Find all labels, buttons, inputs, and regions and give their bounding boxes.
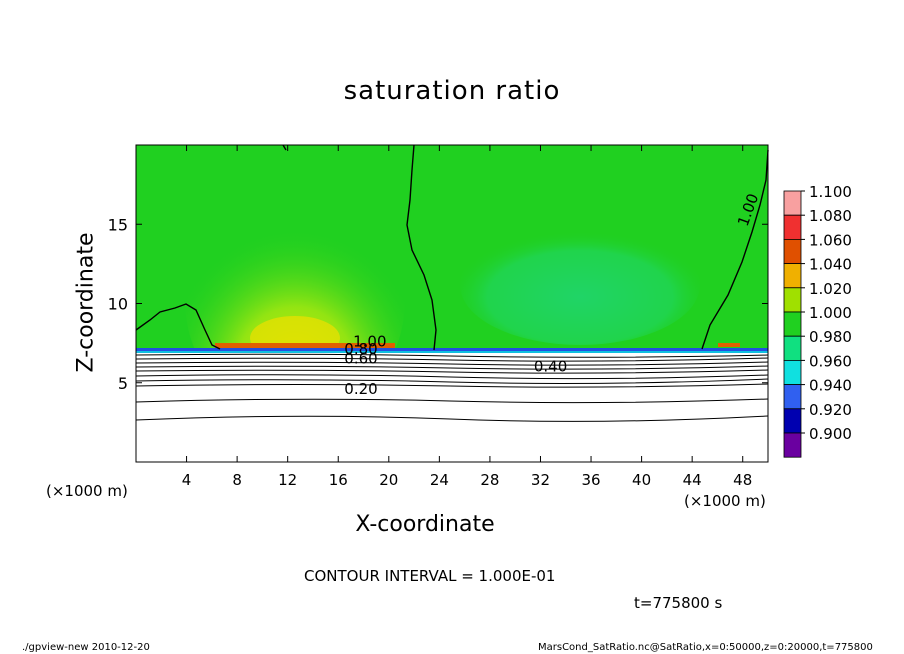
colorbar-swatch	[783, 190, 802, 216]
colorbar-label: 1.000	[809, 304, 852, 322]
cool-anomaly	[460, 225, 700, 345]
subsaturated-layer	[136, 350, 768, 462]
colorbar-swatch	[783, 287, 802, 313]
colorbar-swatch	[783, 335, 802, 361]
x-axis-label: X-coordinate	[355, 512, 495, 537]
supersat-band-2	[718, 343, 740, 347]
colorbar-swatch	[783, 238, 802, 264]
colorbar-label: 1.040	[809, 256, 852, 274]
chart-title: saturation ratio	[343, 76, 561, 106]
colorbar: 1.100 1.080 1.060 1.040 1.020 1.000 0.980 0.960…	[783, 183, 852, 458]
y-tick-label: 15	[108, 215, 128, 234]
colorbar-label: 1.060	[809, 231, 852, 249]
colorbar-label: 0.900	[809, 425, 852, 443]
colorbar-swatch	[783, 263, 802, 289]
colorbar-swatch	[783, 359, 802, 385]
colorbar-label: 0.940	[809, 377, 852, 395]
plot-area	[135, 144, 769, 463]
unity-contours	[135, 144, 769, 351]
contour-label: 0.60	[344, 350, 377, 368]
contour-label: 0.40	[534, 358, 567, 376]
x-tick-label: 48	[733, 471, 752, 489]
time-stamp: t=775800 s	[634, 594, 723, 612]
y-tick-label: 5	[118, 374, 128, 393]
x-tick-label: 40	[632, 471, 651, 489]
contour-label: 0.20	[344, 380, 377, 398]
x-tick-label: 36	[581, 471, 600, 489]
contour-label: 1.00	[353, 332, 386, 350]
y-axis: 5 10 15	[108, 215, 768, 393]
footer-left: ./gpview-new 2010-12-20	[22, 642, 150, 653]
colorbar-label: 1.080	[809, 207, 852, 225]
colorbar-label: 0.920	[809, 401, 852, 419]
colorbar-swatch	[783, 311, 802, 337]
x-tick-label: 16	[329, 471, 348, 489]
colorbar-swatch	[783, 384, 802, 410]
x-tick-label: 44	[683, 471, 702, 489]
colorbar-label: 0.960	[809, 352, 852, 370]
x-unit-label-left: (×1000 m)	[46, 482, 128, 500]
lower-contours	[135, 353, 769, 422]
colorbar-label: 1.100	[809, 183, 852, 201]
contour-label: 0.80	[344, 340, 377, 358]
x-tick-label: 32	[531, 471, 550, 489]
x-tick-label: 12	[278, 471, 297, 489]
x-unit-label-right: (×1000 m)	[684, 492, 766, 510]
x-tick-label: 8	[232, 471, 242, 489]
y-axis-label: Z-coordinate	[73, 232, 99, 373]
colorbar-swatch	[783, 214, 802, 240]
footer-right: MarsCond_SatRatio.nc@SatRatio,x=0:50000,…	[538, 642, 873, 653]
boundary-blue	[136, 348, 768, 351]
x-tick-label: 4	[182, 471, 192, 489]
x-axis: 4 8 12 16 20 24 28 32 36 40 44 48	[182, 145, 752, 489]
colorbar-label: 0.980	[809, 328, 852, 346]
y-tick-label: 10	[108, 295, 128, 314]
boundary-cyan	[136, 351, 768, 353]
x-tick-label: 20	[379, 471, 398, 489]
contour-interval-text: CONTOUR INTERVAL = 1.000E-01	[304, 567, 556, 585]
supersat-band	[215, 343, 395, 348]
colorbar-label: 1.020	[809, 280, 852, 298]
x-tick-label: 24	[430, 471, 449, 489]
colorbar-swatch	[783, 408, 802, 434]
colorbar-swatch	[783, 432, 802, 458]
x-tick-label: 28	[480, 471, 499, 489]
